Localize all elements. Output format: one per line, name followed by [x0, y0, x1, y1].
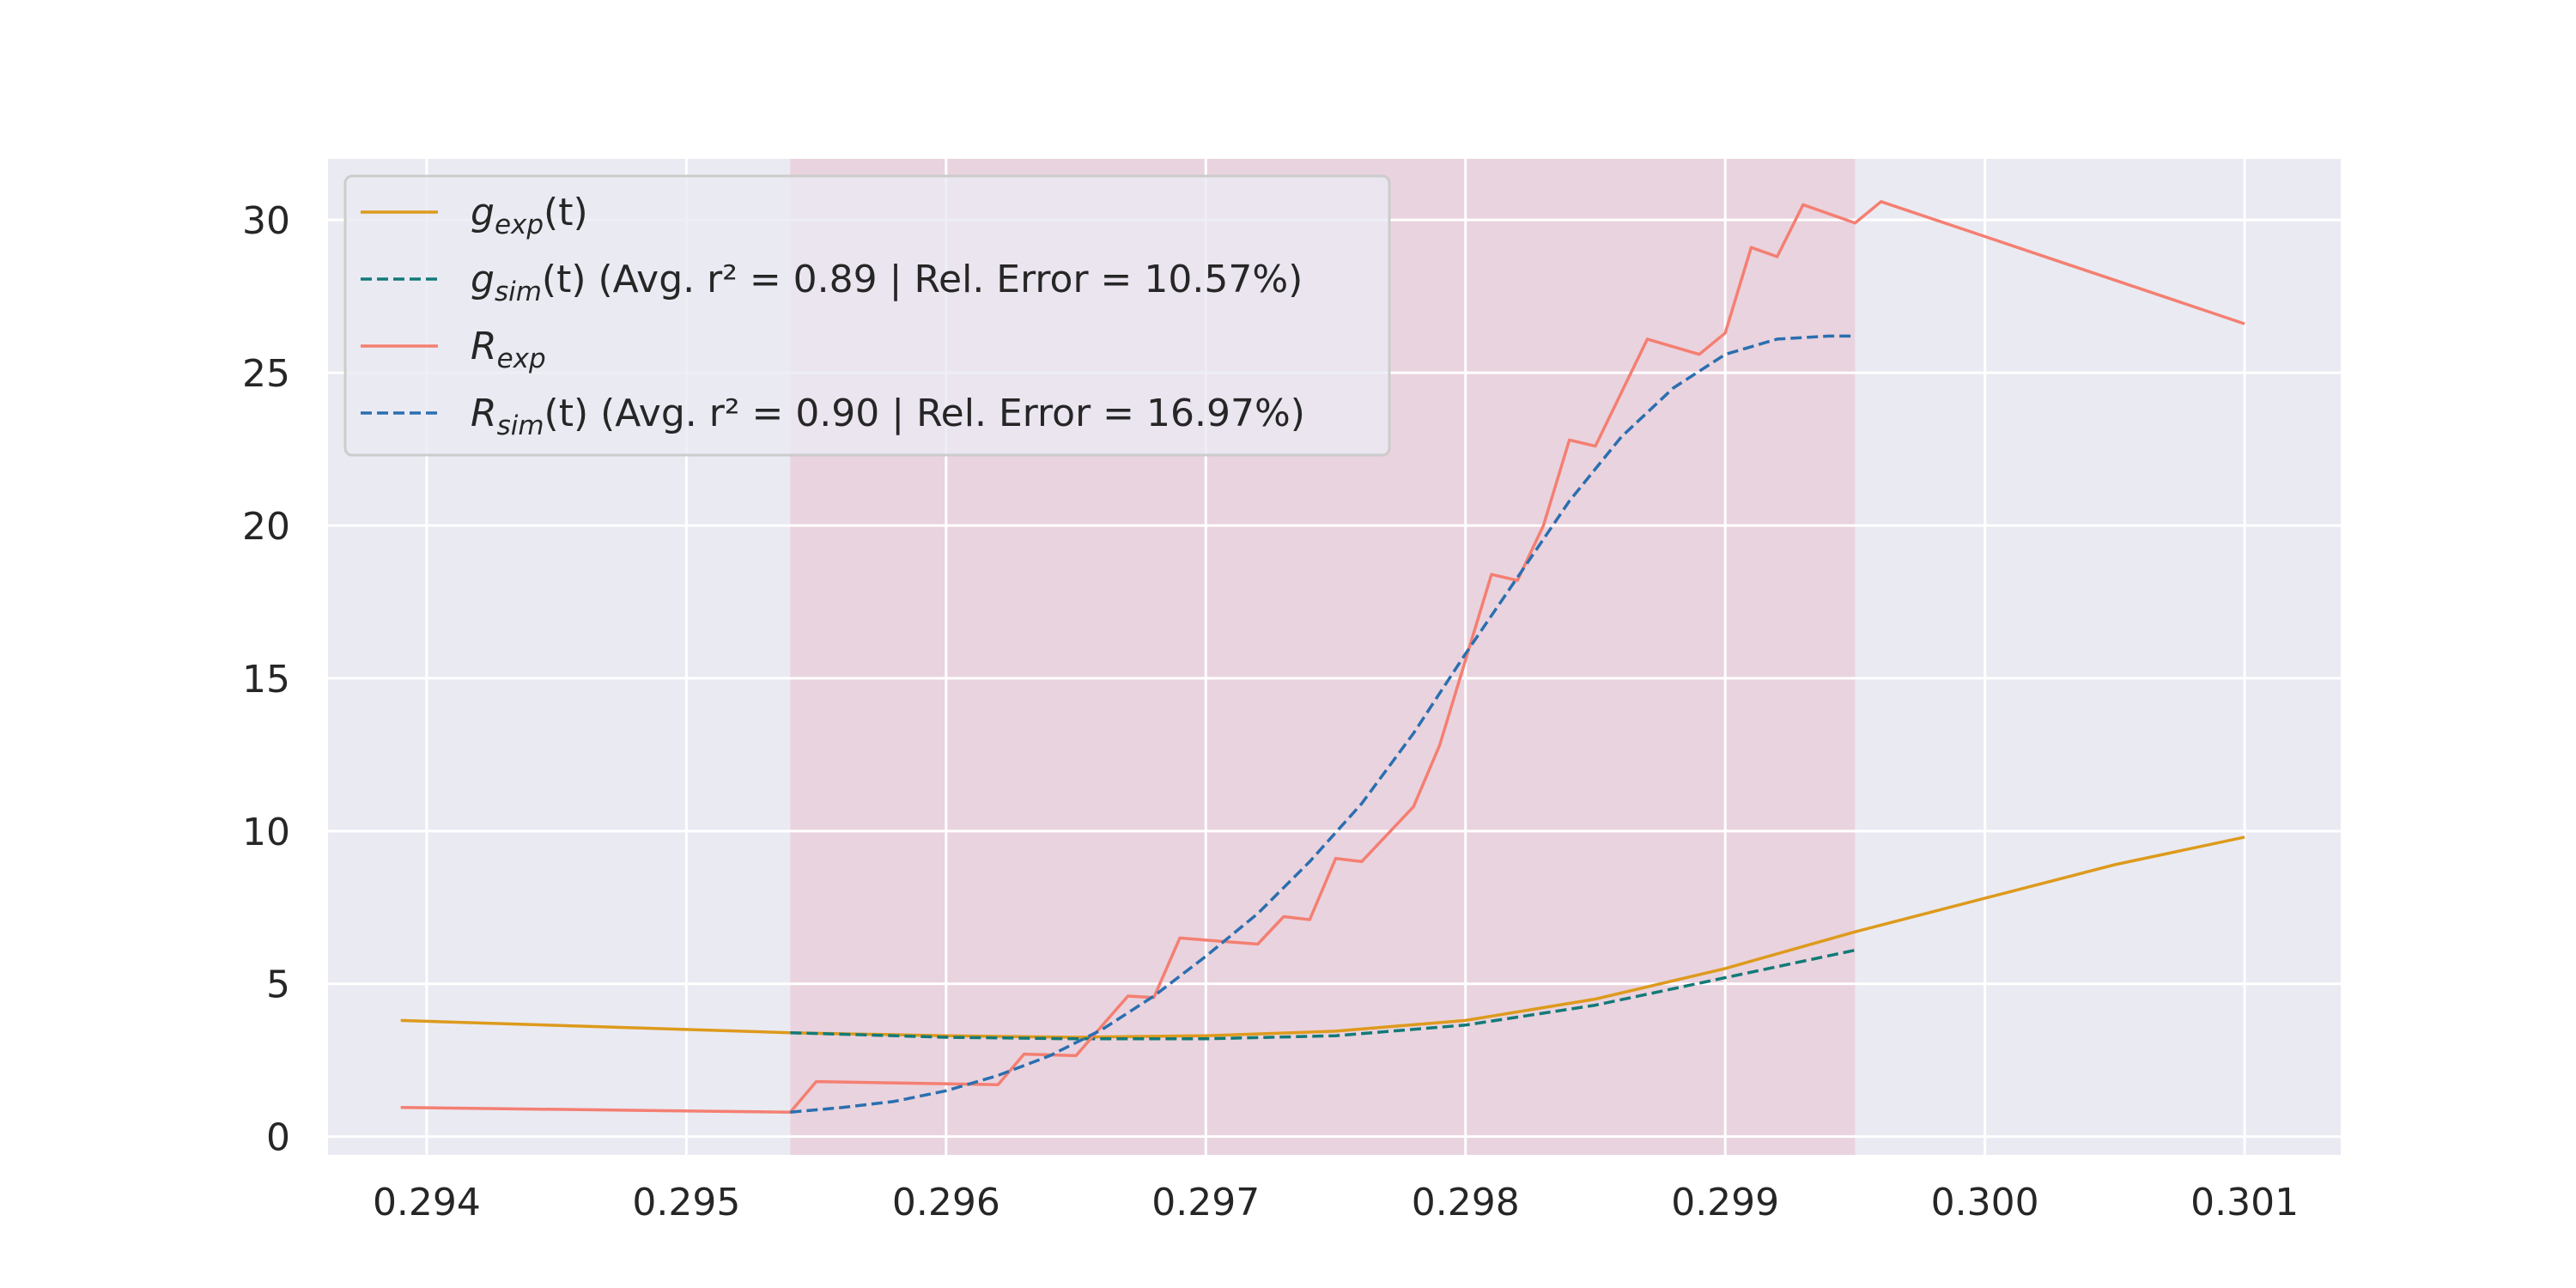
series-line-0: [400, 835, 2245, 1039]
x-tick-label: 0.300: [1931, 1181, 2039, 1224]
x-tick-label: 0.297: [1151, 1181, 1260, 1224]
y-tick-label: 30: [242, 199, 290, 243]
x-tick-label: 0.298: [1412, 1181, 1520, 1224]
y-tick-label: 5: [266, 963, 290, 1007]
series-line-2: [400, 200, 2245, 1114]
series-lines: [400, 200, 2245, 1114]
y-tick-label: 15: [242, 658, 290, 702]
legend-entry-0: gexp(t): [471, 191, 588, 240]
legend-entry-3: Rsim(t) (Avg. r² = 0.90 | Rel. Error = 1…: [471, 392, 1305, 441]
x-axis-ticks: 0.294 0.295 0.296 0.297 0.298 0.299 0.300 0.301: [373, 1181, 2299, 1224]
y-tick-label: 10: [242, 811, 290, 854]
y-tick-label: 0: [266, 1116, 290, 1160]
x-tick-label: 0.299: [1671, 1181, 1779, 1224]
x-tick-label: 0.301: [2190, 1181, 2299, 1224]
y-tick-label: 20: [242, 505, 290, 549]
x-tick-label: 0.295: [632, 1181, 740, 1224]
y-axis-ticks: 0 5 10 15 20 25 30: [242, 199, 290, 1159]
legend-box: [343, 174, 1391, 457]
series-line-1: [790, 948, 1856, 1041]
x-tick-label: 0.296: [892, 1181, 1000, 1224]
legend-entry-1: gsim(t) (Avg. r² = 0.89 | Rel. Error = 1…: [471, 258, 1303, 307]
x-tick-label: 0.294: [373, 1181, 481, 1224]
legend-entry-2: Rexp: [471, 325, 546, 374]
series-line-3: [790, 334, 1856, 1114]
y-tick-label: 25: [242, 352, 290, 396]
legend: gexp(t) gsim(t) (Avg. r² = 0.89 | Rel. Er…: [343, 174, 1391, 457]
